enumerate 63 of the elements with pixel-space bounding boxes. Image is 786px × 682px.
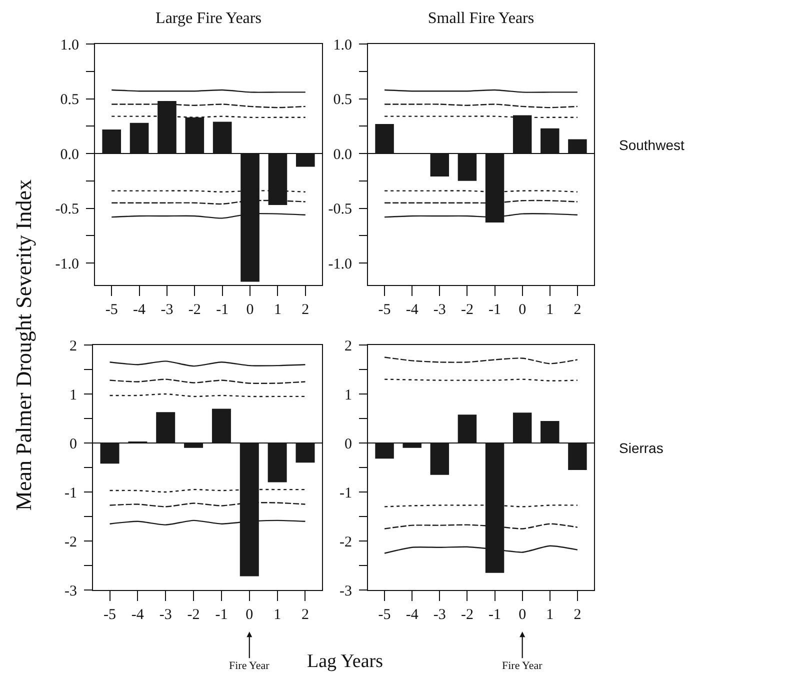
x-tick-label: 1 — [546, 607, 554, 623]
y-tick-label: -1.0 — [55, 256, 79, 272]
x-tick-label: 1 — [274, 302, 282, 318]
x-tick-label: -5 — [378, 607, 391, 623]
y-tick-label: 1 — [70, 387, 77, 404]
annotation: Fire Year — [502, 660, 543, 672]
x-tick-label: -2 — [460, 302, 474, 318]
y-tick-label: -1 — [340, 485, 352, 502]
y-tick-label: -2 — [340, 534, 352, 550]
x-tick-label: -2 — [460, 607, 474, 623]
x-tick-label: -5 — [378, 302, 391, 318]
y-tick-label: -3 — [64, 583, 77, 600]
x-tick-label: -4 — [133, 302, 146, 318]
y-tick-label: 2 — [70, 338, 77, 354]
y-tick-label: 0.5 — [333, 92, 352, 108]
y-tick-label: 1.0 — [333, 37, 352, 54]
y-tick-label: 1.0 — [60, 37, 79, 54]
y-tick-label: -1 — [64, 485, 77, 502]
chart-title: Small Fire Years — [428, 10, 534, 28]
x-tick-label: 0 — [518, 607, 526, 623]
x-tick-label: 2 — [302, 302, 310, 318]
x-tick-label: -1 — [488, 607, 502, 623]
x-tick-label: -4 — [406, 607, 419, 623]
x-tick-label: -3 — [433, 302, 446, 318]
y-tick-label: -2 — [64, 534, 77, 550]
y-tick-label: -1.0 — [328, 256, 352, 272]
x-tick-label: -5 — [105, 302, 118, 318]
y-tick-label: -0.5 — [55, 202, 79, 218]
x-tick-label: 2 — [574, 607, 582, 623]
y-tick-label: -3 — [340, 583, 352, 600]
x-tick-label: -1 — [215, 607, 228, 623]
x-tick-label: -1 — [488, 302, 502, 318]
y-tick-label: 0.0 — [60, 146, 79, 163]
annotation: Fire Year — [229, 660, 270, 672]
x-tick-label: 1 — [546, 302, 554, 318]
y-tick-label: 0 — [70, 436, 77, 452]
y-tick-label: 1 — [344, 387, 352, 404]
y-tick-label: -0.5 — [328, 202, 352, 218]
x-tick-label: 2 — [301, 607, 309, 623]
x-tick-label: 0 — [246, 302, 254, 318]
x-axis-title: Lag Years — [307, 651, 383, 673]
x-tick-label: 0 — [518, 302, 526, 318]
x-tick-label: -4 — [406, 302, 419, 318]
y-tick-label: 2 — [344, 338, 352, 354]
x-tick-label: 0 — [246, 607, 254, 623]
x-tick-label: -2 — [187, 607, 200, 623]
x-tick-label: 2 — [574, 302, 582, 318]
y-tick-label: 0 — [344, 436, 352, 452]
x-tick-label: -3 — [159, 607, 172, 623]
text: Sierras — [619, 440, 664, 456]
x-tick-label: -3 — [433, 607, 446, 623]
x-tick-label: -5 — [104, 607, 116, 623]
y-axis-title: Mean Palmer Drought Severity Index — [11, 179, 37, 511]
chart-title: Large Fire Years — [156, 10, 262, 28]
y-tick-label: 0.5 — [60, 92, 79, 108]
x-tick-label: -2 — [188, 302, 201, 318]
x-tick-label: -3 — [160, 302, 174, 318]
text: Southwest — [619, 137, 684, 153]
x-tick-label: -4 — [131, 607, 144, 623]
x-tick-label: 1 — [274, 607, 282, 623]
x-tick-label: -1 — [216, 302, 229, 318]
y-tick-label: 0.0 — [333, 146, 352, 163]
line-series — [384, 356, 578, 364]
